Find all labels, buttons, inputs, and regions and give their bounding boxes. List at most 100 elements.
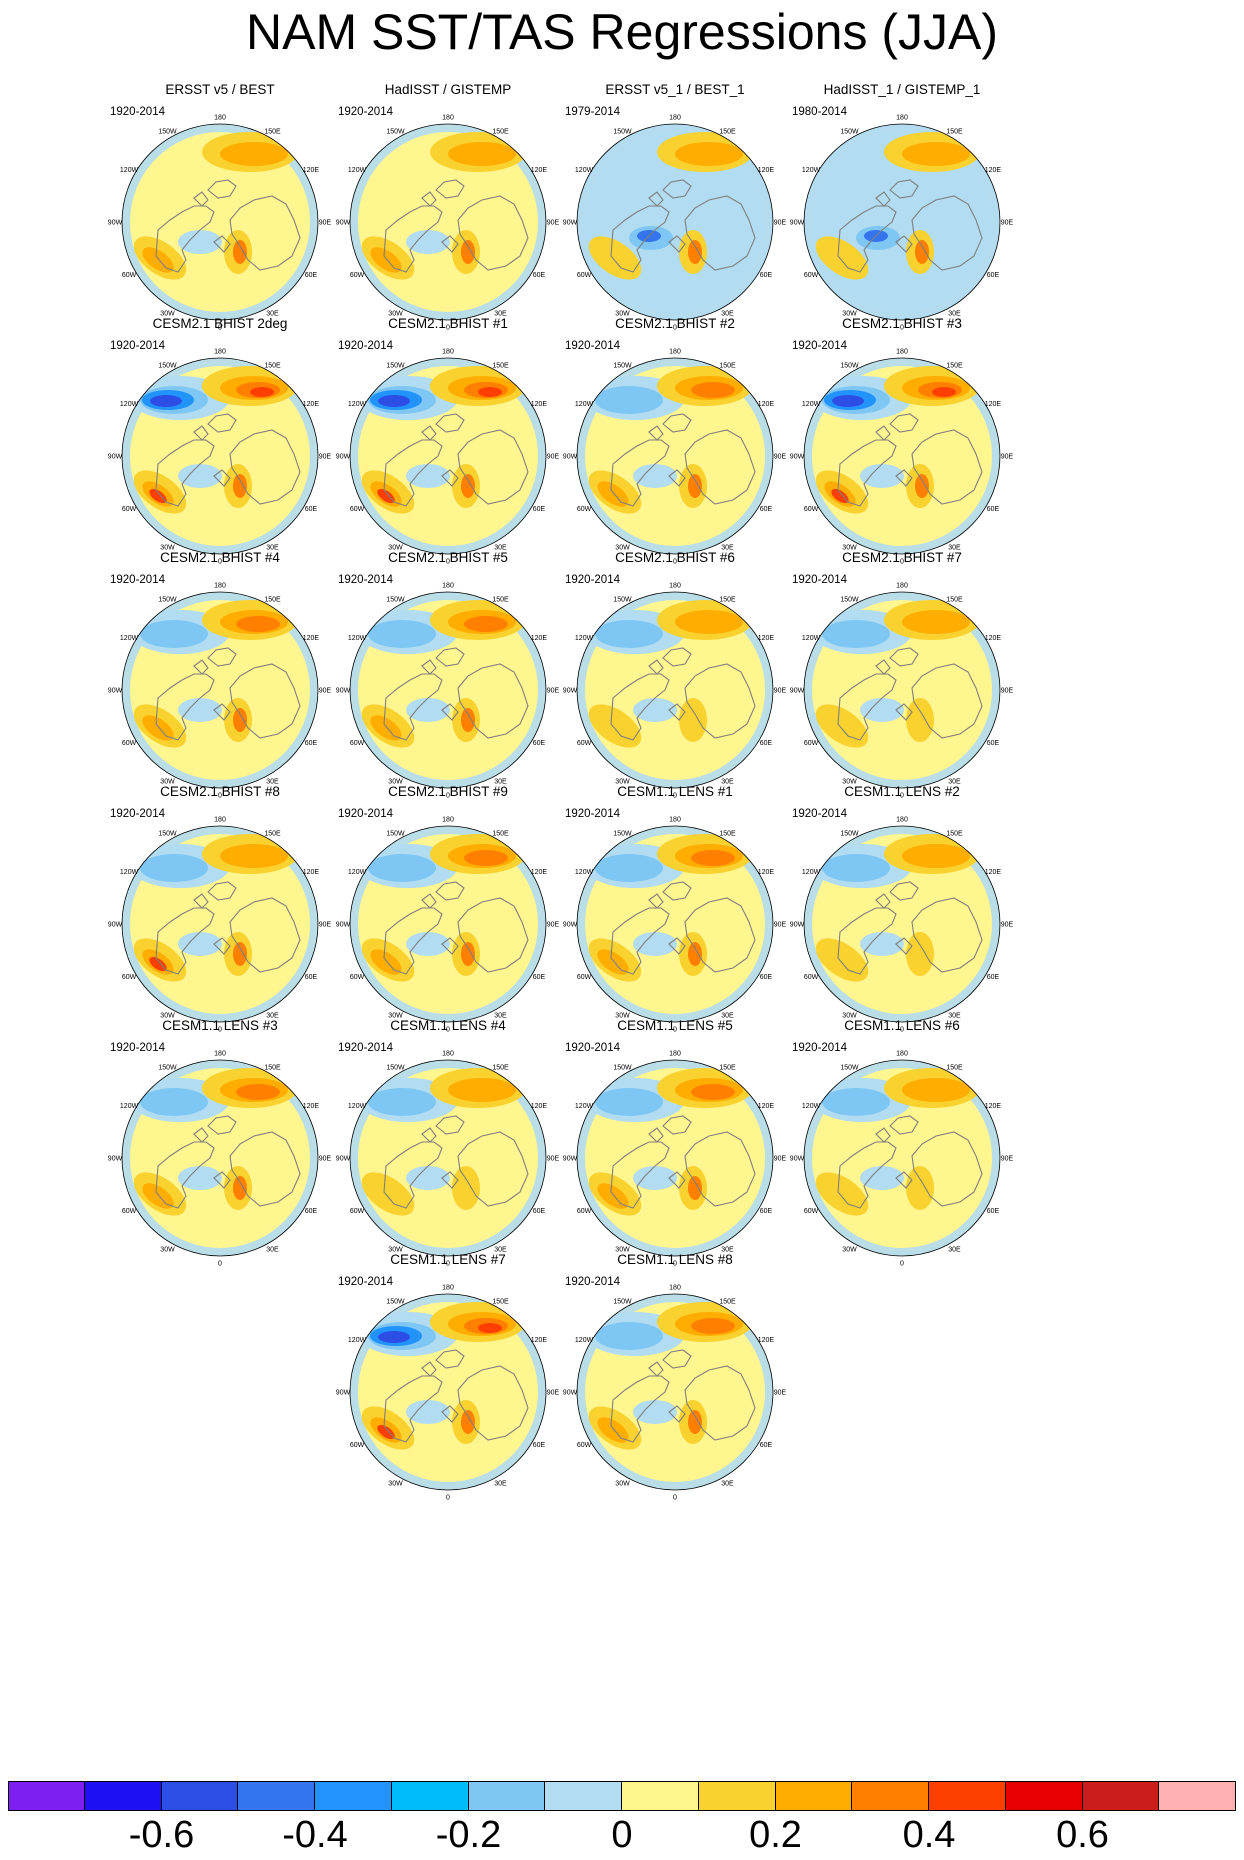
panel-title: HadISST / GISTEMP: [384, 82, 512, 97]
longitude-label: 0: [446, 1027, 450, 1034]
colorbar-box: [852, 1781, 929, 1811]
panel-title: CESM2.1 BHIST #3: [842, 316, 962, 331]
longitude-label: 120E: [985, 401, 1002, 408]
longitude-label: 60W: [577, 272, 592, 279]
panel-title: CESM2.1 BHIST #7: [842, 550, 962, 565]
longitude-label: 60W: [350, 272, 365, 279]
map-field: [350, 592, 546, 788]
colorbar-box: [929, 1781, 1006, 1811]
longitude-label: 120E: [758, 635, 775, 642]
longitude-label: 60E: [760, 272, 773, 279]
longitude-label: 60W: [122, 1208, 137, 1215]
longitude-label: 60W: [577, 1208, 592, 1215]
figure-title: NAM SST/TAS Regressions (JJA): [245, 4, 998, 60]
longitude-label: 60E: [533, 740, 546, 747]
colorbar-label: 0.4: [902, 1814, 956, 1856]
longitude-label: 150E: [492, 831, 509, 838]
longitude-label: 120W: [802, 167, 821, 174]
longitude-label: 30E: [266, 1012, 279, 1019]
longitude-label: 0: [900, 559, 904, 566]
longitude-label: 120E: [531, 635, 548, 642]
polar-map: 180 150E 120E 90E 60E 30E 0 30W 60W 90W 120W 150W: [563, 1051, 787, 1268]
panel-period: 1920-2014: [792, 1042, 847, 1054]
longitude-label: 30E: [721, 778, 734, 785]
longitude-label: 120E: [985, 869, 1002, 876]
longitude-label: 30E: [494, 544, 507, 551]
panel-title: CESM2.1 BHIST 2deg: [152, 316, 288, 331]
longitude-label: 180: [669, 817, 681, 824]
longitude-label: 150W: [386, 129, 405, 136]
colorbar-box: [8, 1781, 85, 1811]
longitude-label: 60E: [760, 974, 773, 981]
map-panel: CESM1.1 LENS #5 180 150E 120E 90E 60E 30E 0 30W 6…: [545, 1018, 805, 1288]
panel-period: 1920-2014: [110, 574, 165, 586]
panel-title: CESM2.1 BHIST #5: [388, 550, 508, 565]
longitude-label: 60W: [804, 974, 819, 981]
longitude-label: 30W: [388, 544, 403, 551]
panel-period: 1920-2014: [338, 574, 393, 586]
map-field: [122, 1060, 318, 1256]
longitude-label: 60E: [760, 1442, 773, 1449]
longitude-label: 150W: [158, 129, 177, 136]
longitude-label: 30W: [615, 1012, 630, 1019]
longitude-label: 90W: [108, 220, 123, 227]
map-panel: CESM2.1 BHIST #1 180 150E 120E 90E 60E 30E 0 30W…: [318, 316, 578, 586]
longitude-label: 120E: [758, 1337, 775, 1344]
map-panel: CESM2.1 BHIST 2deg 180 150E 120E 90E 60E 30E 0 3…: [90, 316, 350, 586]
longitude-label: 0: [218, 1027, 222, 1034]
longitude-label: 60E: [305, 974, 318, 981]
longitude-label: 120W: [348, 635, 367, 642]
map-field: [122, 124, 318, 320]
longitude-label: 90W: [108, 1156, 123, 1163]
longitude-label: 180: [442, 1285, 454, 1292]
longitude-label: 150E: [719, 1299, 736, 1306]
map-panel: CESM2.1 BHIST #8 180 150E 120E 90E 60E 30E 0 30W…: [90, 784, 350, 1054]
map-field: [804, 1060, 1000, 1256]
panel-period: 1920-2014: [110, 808, 165, 820]
longitude-label: 30W: [842, 778, 857, 785]
longitude-label: 0: [218, 559, 222, 566]
longitude-label: 90E: [547, 220, 560, 227]
longitude-label: 90E: [774, 688, 787, 695]
map-field: [577, 826, 773, 1022]
longitude-label: 120W: [802, 1103, 821, 1110]
longitude-label: 30E: [721, 1480, 734, 1487]
longitude-label: 180: [669, 1051, 681, 1058]
map-field: [350, 1060, 546, 1256]
map-field: [577, 358, 773, 554]
longitude-label: 120W: [348, 1337, 367, 1344]
longitude-label: 30W: [160, 544, 175, 551]
longitude-label: 120E: [758, 167, 775, 174]
longitude-label: 180: [896, 583, 908, 590]
longitude-label: 120W: [348, 401, 367, 408]
panel-title: CESM1.1 LENS #3: [162, 1018, 278, 1033]
colorbar-label: -0.4: [282, 1814, 348, 1856]
panel-title: CESM1.1 LENS #2: [844, 784, 960, 799]
longitude-label: 30W: [842, 1012, 857, 1019]
polar-map: 180 150E 120E 90E 60E 30E 0 30W 60W 90W 120W 150W: [108, 115, 332, 332]
map-panel: CESM2.1 BHIST #5 180 150E 120E 90E 60E 30E 0 30W…: [318, 550, 578, 820]
longitude-label: 150E: [492, 129, 509, 136]
longitude-label: 120W: [802, 635, 821, 642]
longitude-label: 60W: [577, 974, 592, 981]
longitude-label: 120E: [303, 167, 320, 174]
longitude-label: 30E: [948, 310, 961, 317]
longitude-label: 90E: [774, 454, 787, 461]
panel-grid: ERSST v5 / BEST 180 150E 120E 90E 60E 30E 0 30W 6…: [90, 82, 1032, 1502]
panel-title: CESM1.1 LENS #7: [390, 1252, 506, 1267]
longitude-label: 60W: [804, 740, 819, 747]
longitude-label: 90E: [319, 1156, 332, 1163]
longitude-label: 60W: [804, 506, 819, 513]
longitude-label: 150W: [613, 597, 632, 604]
longitude-label: 150E: [264, 129, 281, 136]
longitude-label: 180: [214, 1051, 226, 1058]
longitude-label: 90E: [774, 922, 787, 929]
longitude-label: 150E: [946, 1065, 963, 1072]
longitude-label: 150W: [158, 831, 177, 838]
longitude-label: 180: [669, 583, 681, 590]
map-field: [350, 124, 546, 320]
polar-map: 180 150E 120E 90E 60E 30E 0 30W 60W 90W 120W 150W: [790, 115, 1014, 332]
map-panel: CESM2.1 BHIST #7 180 150E 120E 90E 60E 30E 0 30W…: [772, 550, 1032, 820]
polar-map: 180 150E 120E 90E 60E 30E 0 30W 60W 90W 120W 150W: [108, 349, 332, 566]
colorbar-label: -0.6: [128, 1814, 195, 1856]
